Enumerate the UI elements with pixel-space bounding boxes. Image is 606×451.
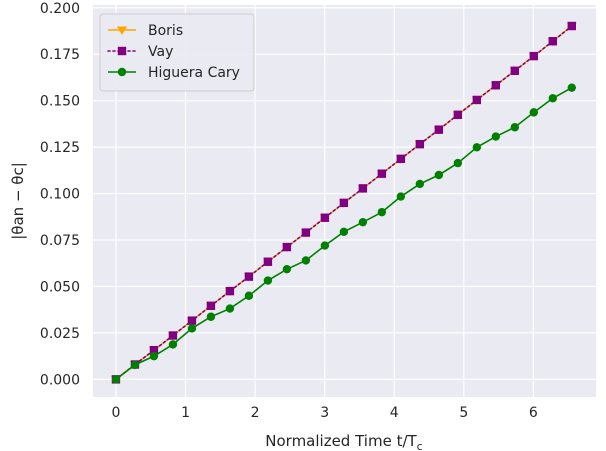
data-point bbox=[434, 170, 444, 180]
data-point bbox=[377, 169, 387, 178]
y-tick-label: 0.175 bbox=[40, 47, 80, 63]
data-point bbox=[434, 125, 444, 134]
y-tick-label: 0.075 bbox=[40, 233, 80, 249]
legend-label: Vay bbox=[148, 44, 173, 60]
data-point bbox=[282, 242, 292, 252]
data-point bbox=[244, 272, 254, 281]
data-point bbox=[168, 331, 178, 340]
data-point bbox=[358, 217, 368, 227]
data-point bbox=[187, 324, 197, 333]
tick-layer: 0 1 2 3 4 5 6 0.000 0.025 0.050 0.075 0.100 0.125 0.1… bbox=[40, 1, 538, 421]
y-tick-label: 0.025 bbox=[40, 326, 80, 342]
x-tick-label: 3 bbox=[320, 405, 329, 421]
legend-marker bbox=[117, 26, 127, 35]
data-point bbox=[187, 316, 197, 325]
data-point bbox=[472, 143, 482, 152]
data-point bbox=[339, 227, 349, 237]
x-tick-label: 5 bbox=[459, 405, 468, 421]
x-tick-label: 0 bbox=[111, 405, 120, 421]
data-point bbox=[168, 340, 178, 349]
data-point bbox=[225, 304, 235, 313]
series-higuera-cary bbox=[111, 83, 576, 384]
legend: Boris Vay Higuera Cary bbox=[99, 13, 255, 92]
x-axis-label: Normalized Time t/Tc bbox=[265, 432, 422, 451]
data-point bbox=[567, 83, 576, 92]
legend-item: Higuera Cary bbox=[108, 65, 240, 81]
data-point bbox=[320, 213, 330, 222]
x-tick-label: 4 bbox=[390, 405, 399, 421]
legend-box bbox=[99, 13, 255, 92]
data-point bbox=[263, 276, 273, 285]
data-point bbox=[529, 108, 539, 117]
data-point bbox=[472, 95, 482, 105]
y-tick-label: 0.150 bbox=[40, 94, 80, 110]
data-point bbox=[396, 154, 406, 164]
x-axis-label-main: Normalized Time t/T bbox=[265, 432, 417, 450]
data-point bbox=[130, 360, 140, 370]
data-point bbox=[206, 312, 216, 321]
x-tick-label: 1 bbox=[181, 405, 190, 421]
data-point bbox=[149, 345, 159, 355]
x-tick-label: 2 bbox=[251, 405, 260, 421]
legend-label: Boris bbox=[148, 23, 183, 39]
data-point bbox=[510, 66, 520, 75]
data-point bbox=[453, 110, 463, 119]
data-point bbox=[396, 192, 406, 201]
data-point bbox=[301, 228, 311, 237]
legend-label: Higuera Cary bbox=[148, 65, 240, 81]
y-tick-label: 0.125 bbox=[40, 140, 80, 156]
data-point bbox=[510, 123, 520, 132]
data-point bbox=[320, 241, 330, 250]
x-axis-label-sub: c bbox=[417, 440, 423, 451]
data-point bbox=[301, 256, 311, 265]
data-point bbox=[548, 37, 557, 46]
y-tick-label: 0.050 bbox=[40, 279, 80, 295]
data-point bbox=[491, 81, 501, 90]
series-layer bbox=[110, 21, 577, 385]
data-point bbox=[415, 139, 425, 149]
data-point bbox=[491, 132, 501, 141]
data-point bbox=[529, 51, 539, 61]
data-point bbox=[225, 286, 235, 296]
legend-marker bbox=[117, 67, 127, 77]
y-tick-label: 0.000 bbox=[40, 372, 80, 388]
data-point bbox=[282, 264, 292, 274]
legend-marker bbox=[117, 46, 127, 56]
data-point bbox=[111, 375, 121, 384]
data-point bbox=[548, 94, 557, 103]
data-point bbox=[244, 291, 254, 300]
legend-item: Vay bbox=[107, 44, 173, 60]
data-point bbox=[567, 21, 576, 31]
data-point bbox=[377, 207, 387, 217]
y-tick-label: 0.100 bbox=[40, 187, 80, 203]
data-point bbox=[453, 158, 463, 168]
y-tick-label: 0.200 bbox=[40, 1, 80, 17]
legend-item: Boris bbox=[108, 23, 183, 39]
data-point bbox=[358, 184, 368, 193]
data-point bbox=[206, 301, 216, 310]
data-point bbox=[149, 351, 159, 361]
data-point bbox=[263, 257, 273, 266]
y-axis-label: |θan − θc| bbox=[9, 162, 27, 240]
data-point bbox=[339, 198, 349, 208]
data-point bbox=[415, 179, 425, 189]
x-tick-label: 6 bbox=[529, 405, 538, 421]
